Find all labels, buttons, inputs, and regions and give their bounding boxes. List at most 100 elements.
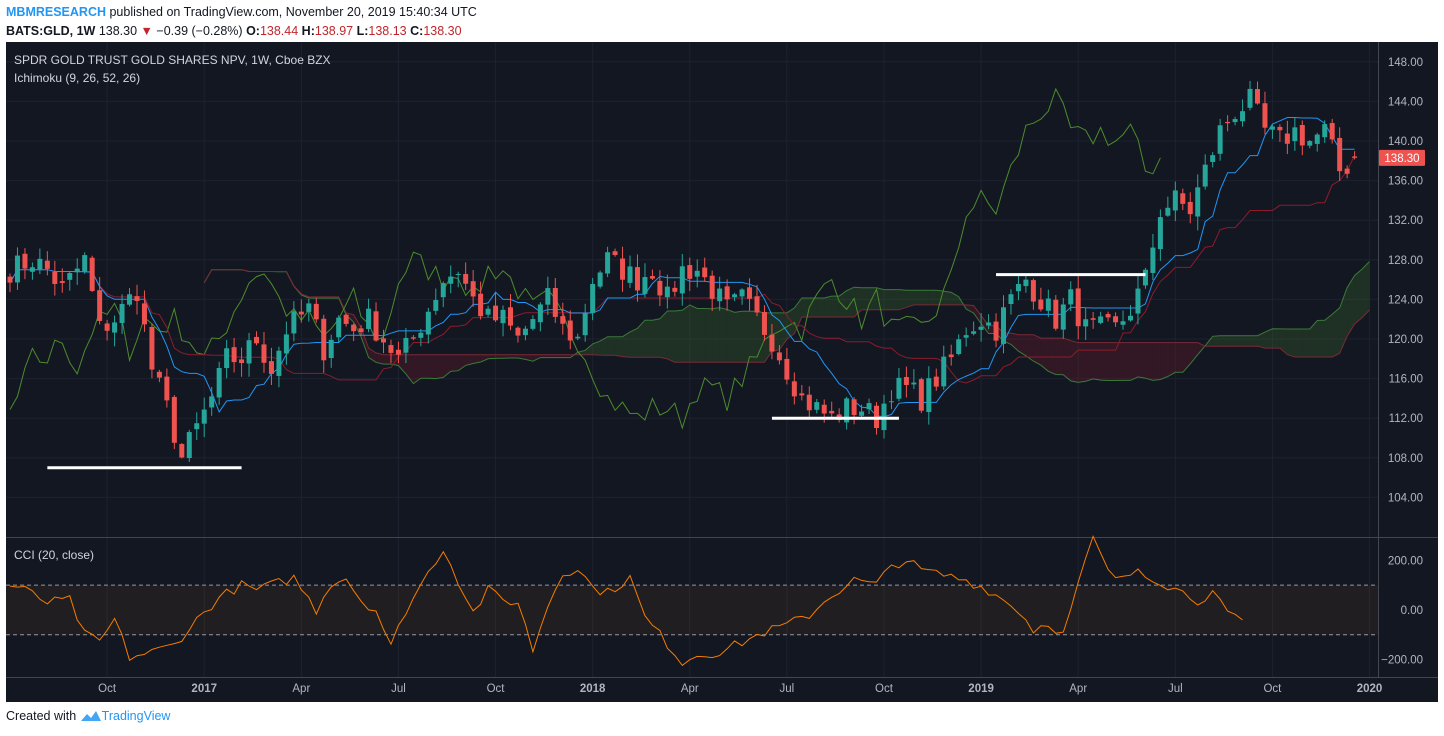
candle-body	[552, 288, 558, 317]
cloud-segment	[413, 354, 421, 384]
cci-tick-label: 200.00	[1388, 555, 1423, 567]
ohlc-line: BATS:GLD, 1W 138.30 ▼ −0.39 (−0.28%) O:1…	[6, 22, 477, 41]
candle-body	[530, 319, 536, 329]
cloud-segment	[727, 309, 735, 363]
cloud-segment	[1354, 269, 1363, 324]
candle-body	[537, 304, 543, 323]
cloud-segment	[637, 320, 645, 358]
candle-body	[575, 336, 581, 339]
candle-body	[201, 409, 207, 424]
last-price-tag-bg	[1379, 149, 1425, 166]
candle-body	[620, 258, 626, 280]
candle-body	[597, 272, 603, 287]
ichimoku-legend[interactable]: Ichimoku (9, 26, 52, 26)	[14, 71, 140, 85]
cci-pane[interactable]	[6, 538, 1378, 677]
cloud-segment	[1182, 342, 1191, 373]
candle-body	[216, 367, 222, 398]
cloud-segment	[1070, 340, 1079, 383]
cloud-segment	[1302, 329, 1310, 358]
candle-body	[313, 303, 319, 320]
candle-body	[37, 258, 43, 270]
candle-body	[1038, 299, 1044, 310]
cloud-segment	[428, 354, 436, 379]
candle-body	[59, 281, 65, 284]
author-link[interactable]: MBMRESEARCH	[6, 5, 106, 19]
candle-body	[687, 265, 693, 279]
candle-body	[343, 314, 349, 324]
cloud-segment	[1093, 342, 1101, 381]
cloud-segment	[480, 354, 489, 362]
candle-body	[7, 276, 13, 283]
price-axis[interactable]	[1378, 42, 1438, 677]
candle-body	[14, 255, 20, 283]
candle-body	[993, 321, 999, 341]
chart-area[interactable]: 104.00 108.00 112.00 116.00 120.00 124.00 128.…	[6, 42, 1438, 702]
candle-body	[986, 322, 992, 326]
price-tick-label: 132.00	[1388, 215, 1423, 227]
candle-body	[127, 294, 133, 305]
close-value: 138.30	[423, 24, 462, 38]
candle-body	[156, 371, 162, 378]
cloud-segment	[891, 289, 899, 310]
cloud-segment	[600, 336, 608, 356]
cloud-segment	[1108, 342, 1116, 381]
last-price: 138.30	[98, 24, 138, 38]
candle-body	[179, 444, 185, 458]
cloud-segment	[704, 308, 713, 363]
candle-body	[866, 403, 872, 410]
candle-body	[896, 377, 902, 399]
time-tick-label: Apr	[681, 683, 699, 695]
candle-body	[829, 410, 835, 414]
candle-body	[478, 293, 484, 317]
candle-body	[463, 274, 469, 284]
cloud-segment	[465, 354, 474, 366]
cci-legend[interactable]: CCI (20, close)	[14, 548, 94, 562]
price-pane[interactable]	[6, 42, 1378, 537]
candle-body	[903, 377, 909, 385]
candle-body	[246, 340, 252, 364]
candle-body	[978, 326, 984, 330]
cci-tick-label: −200.00	[1381, 655, 1423, 667]
cloud-segment	[809, 297, 817, 317]
time-axis[interactable]	[6, 677, 1378, 702]
cloud-segment	[368, 348, 377, 363]
candle-body	[754, 296, 760, 313]
candle-body	[1157, 217, 1163, 250]
cloud-segment	[1123, 342, 1131, 381]
cloud-segment	[786, 307, 795, 340]
candle-body	[1277, 126, 1283, 131]
cloud-segment	[607, 336, 616, 356]
candle-body	[298, 311, 304, 315]
cloud-segment	[1317, 320, 1325, 358]
symbol-label: BATS:GLD, 1W	[6, 24, 96, 38]
cloud-segment	[1040, 338, 1049, 372]
candle-body	[97, 290, 103, 321]
candle-body	[1128, 315, 1133, 321]
cloud-segment	[1137, 342, 1146, 379]
candle-body	[29, 267, 35, 272]
cloud-segment	[1115, 342, 1124, 381]
candle-body	[694, 270, 700, 277]
cloud-segment	[1078, 342, 1086, 383]
candle-body	[918, 379, 924, 411]
cloud-segment	[1085, 342, 1094, 382]
cloud-segment	[682, 304, 690, 363]
tradingview-link[interactable]: TradingView	[101, 709, 171, 723]
candle-body	[164, 376, 170, 401]
candle-body	[440, 283, 446, 298]
cloud-segment	[615, 336, 623, 357]
cloud-segment	[1025, 334, 1034, 362]
cloud-segment	[435, 354, 444, 379]
time-tick-label: Oct	[98, 683, 117, 695]
candle-body	[948, 354, 954, 358]
cloud-segment	[443, 354, 451, 378]
candle-body	[82, 255, 88, 272]
candle-body	[1202, 164, 1208, 187]
candle-body	[67, 273, 73, 280]
cloud-segment	[951, 292, 959, 305]
cloud-segment	[420, 354, 429, 379]
candle-body	[1180, 193, 1186, 204]
candle-body	[366, 308, 372, 329]
candle-body	[1172, 190, 1178, 211]
candle-body	[194, 423, 200, 430]
